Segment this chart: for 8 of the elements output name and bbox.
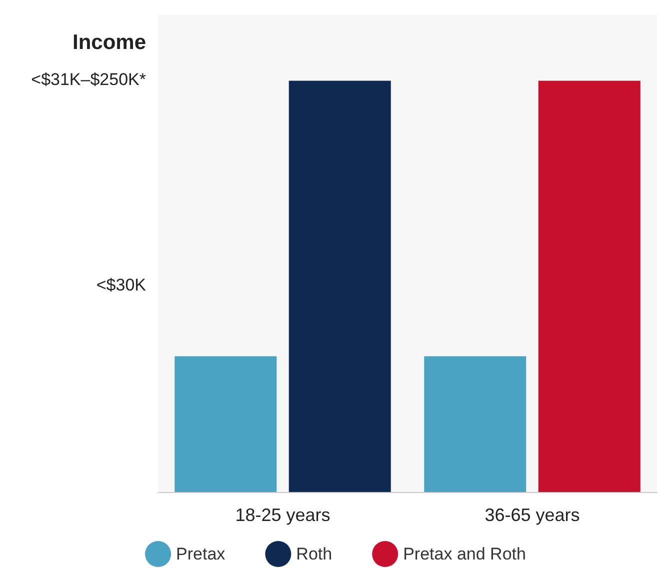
- x-tick-label: 36-65 years: [484, 505, 580, 525]
- y-axis-title: Income: [72, 31, 146, 54]
- legend-label: Pretax and Roth: [403, 544, 526, 564]
- x-tick-label: 18-25 years: [235, 505, 330, 525]
- text: <$30K: [96, 275, 147, 294]
- legend-label: Pretax: [176, 544, 226, 564]
- legend-label: Roth: [296, 544, 332, 564]
- text: <$31K–$250K*: [31, 70, 146, 89]
